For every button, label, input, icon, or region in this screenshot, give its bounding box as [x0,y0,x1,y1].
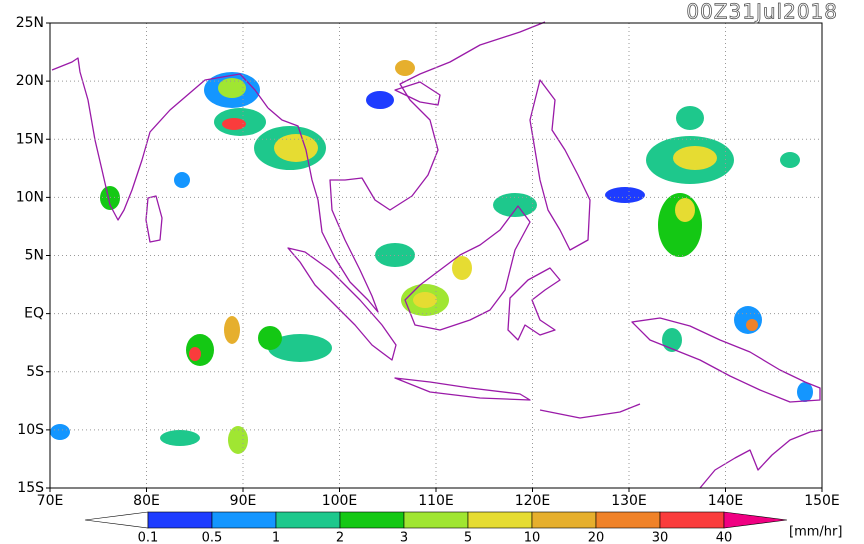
x-tick-label: 70E [37,493,64,509]
colorbar-box [275,511,341,529]
rain-field [50,60,813,454]
colorbar-label: 0.5 [202,531,223,544]
map-frame [49,22,823,489]
rain-area [676,106,704,130]
y-tick-label: 15S [17,480,44,496]
rain-area [734,306,762,334]
coastline [507,267,561,341]
colorbar-box [339,511,405,529]
y-tick-label: 10N [16,189,44,205]
colorbar-box [595,511,661,529]
coastline [529,79,591,251]
coastline [539,403,641,419]
rain-area [274,134,318,162]
rain-area [493,193,537,217]
colorbar-under [84,511,149,529]
y-tick-label: EQ [24,306,44,322]
colorbar-label: 1 [272,531,280,544]
x-tick-label: 110E [418,493,454,509]
colorbar-box [147,511,213,529]
y-tick-label: 10S [17,422,44,438]
coastline [51,57,269,221]
rain-area [413,292,437,308]
y-tick-label: 15N [16,131,44,147]
coastline [394,377,531,401]
y-tick-label: 25N [16,15,44,31]
colorbar-box [403,511,469,529]
colorbar-box [531,511,597,529]
colorbar-over [723,511,788,529]
coastline [394,81,441,106]
rain-area [174,172,190,188]
rain-area [395,60,415,76]
colorbar-label: 0.1 [138,531,159,544]
y-tick-label: 5S [26,364,44,380]
rain-area [605,187,645,203]
x-tick-label: 120E [515,493,551,509]
colorbar: 0.1 0.5 1 2 3 5 10 20 30 40 [mm/hr] [84,511,842,544]
rain-area [452,256,472,280]
rain-area [746,319,758,331]
rain-area [780,152,800,168]
x-tick-label: 100E [322,493,358,509]
rain-area [100,186,120,210]
rain-area [224,316,240,344]
y-tick-label: 20N [16,73,44,89]
rain-area [366,91,394,109]
rain-area [797,382,813,402]
map-title: 00Z31Jul2018 [686,0,838,24]
coastline [267,21,546,313]
colorbar-label: 3 [400,531,408,544]
rain-area [662,328,682,352]
x-tick-label: 90E [230,493,257,509]
coastline [145,195,163,243]
x-tick-label: 150E [804,493,840,509]
rain-area [189,347,201,361]
colorbar-label: 5 [464,531,472,544]
coastline [631,317,821,403]
coastline [404,205,531,331]
rain-area [50,424,70,440]
y-tick-label: 5N [25,248,44,264]
coastline [699,429,823,489]
rain-area [258,326,282,350]
rain-area [218,78,246,98]
axes: 70E 80E 90E 100E 110E 120E 130E 140E 150E 25N 20N 1… [16,15,840,509]
x-tick-label: 140E [708,493,744,509]
colorbar-unit: [mm/hr] [789,525,842,540]
x-tick-label: 130E [611,493,647,509]
colorbar-label: 10 [524,531,541,544]
colorbar-box [467,511,533,529]
rain-area [675,198,695,222]
rain-area [673,146,717,170]
rain-area [222,118,246,130]
colorbar-box [211,511,277,529]
colorbar-label: 40 [716,531,733,544]
colorbar-label: 2 [336,531,344,544]
coastline [287,247,397,361]
colorbar-label: 20 [588,531,605,544]
rain-area [268,334,332,362]
colorbar-label: 30 [652,531,669,544]
x-tick-label: 80E [133,493,160,509]
rain-area [160,430,200,446]
colorbar-box [659,511,725,529]
